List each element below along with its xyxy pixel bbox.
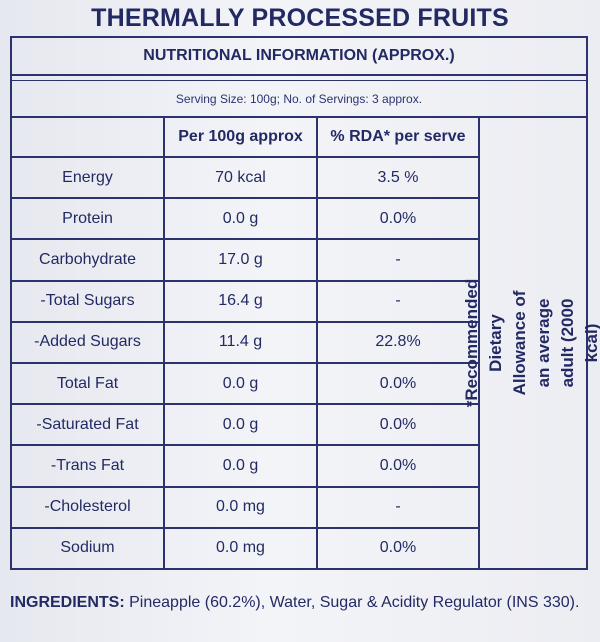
nutrient-cell: Carbohydrate	[39, 250, 136, 268]
nutrition-header: NUTRITIONAL INFORMATION (APPROX.)	[143, 47, 455, 64]
row-divider	[12, 485, 478, 488]
row-divider	[12, 279, 478, 282]
nutrient-cell: Protein	[62, 209, 113, 227]
nutrition-label-border	[10, 36, 588, 570]
row-divider	[12, 444, 478, 447]
row-divider	[12, 403, 478, 406]
ingredients-statement: INGREDIENTS: Pineapple (60.2%), Water, S…	[10, 592, 595, 613]
per100-cell: 0.0 g	[222, 209, 259, 227]
rda-cell: 0.0%	[379, 374, 417, 392]
per100-cell: 0.0 g	[222, 374, 259, 392]
nutrient-cell: -Saturated Fat	[36, 415, 139, 433]
rda-cell: -	[395, 498, 401, 516]
nutrient-cell: Sodium	[60, 539, 115, 557]
divider	[12, 156, 478, 158]
ingredients-text: Pineapple (60.2%), Water, Sugar & Acidit…	[124, 594, 580, 611]
divider	[12, 116, 586, 118]
ingredients-label: INGREDIENTS:	[10, 594, 125, 611]
product-title: THERMALLY PROCESSED FRUITS	[91, 4, 509, 32]
nutrient-cell: -Cholesterol	[44, 498, 131, 516]
divider	[12, 74, 586, 76]
row-divider	[12, 320, 478, 323]
per100-cell: 0.0 g	[222, 456, 259, 474]
rda-cell: 0.0%	[379, 456, 417, 474]
per100-cell: 0.0 mg	[216, 498, 265, 516]
column-divider	[478, 116, 480, 570]
nutrient-cell: -Total Sugars	[40, 292, 135, 310]
nutrient-cell: -Added Sugars	[34, 333, 141, 351]
rda-footnote: *Recommended Dietary Allowance of an ave…	[462, 118, 600, 568]
nutrient-cell: Energy	[62, 168, 113, 186]
column-header-rda: % RDA* per serve	[330, 128, 466, 145]
per100-cell: 17.0 g	[218, 250, 263, 268]
per100-cell: 0.0 mg	[216, 539, 265, 557]
rda-cell: 0.0%	[379, 209, 417, 227]
rda-cell: 3.5 %	[377, 168, 419, 186]
rda-footnote-text: *Recommended Dietary Allowance of an ave…	[462, 278, 600, 408]
row-divider	[12, 238, 478, 241]
nutrient-cell: -Trans Fat	[50, 456, 125, 474]
per100-cell: 11.4 g	[218, 333, 263, 351]
per100-cell: 70 kcal	[215, 168, 266, 186]
per100-cell: 0.0 g	[222, 415, 259, 433]
rda-cell: 0.0%	[379, 539, 417, 557]
per100-cell: 16.4 g	[218, 292, 263, 310]
rda-cell: -	[395, 250, 401, 268]
nutrient-cell: Total Fat	[56, 374, 119, 392]
serving-info: Serving Size: 100g; No. of Servings: 3 a…	[175, 92, 423, 106]
column-divider	[163, 116, 165, 570]
column-divider	[316, 116, 318, 570]
column-header-per100: Per 100g approx	[178, 128, 303, 145]
rda-cell: 22.8%	[375, 333, 421, 351]
rda-cell: -	[395, 292, 401, 310]
row-divider	[12, 526, 478, 529]
row-divider	[12, 362, 478, 364]
row-divider	[12, 197, 478, 200]
rda-cell: 0.0%	[379, 415, 417, 433]
divider	[12, 80, 586, 81]
